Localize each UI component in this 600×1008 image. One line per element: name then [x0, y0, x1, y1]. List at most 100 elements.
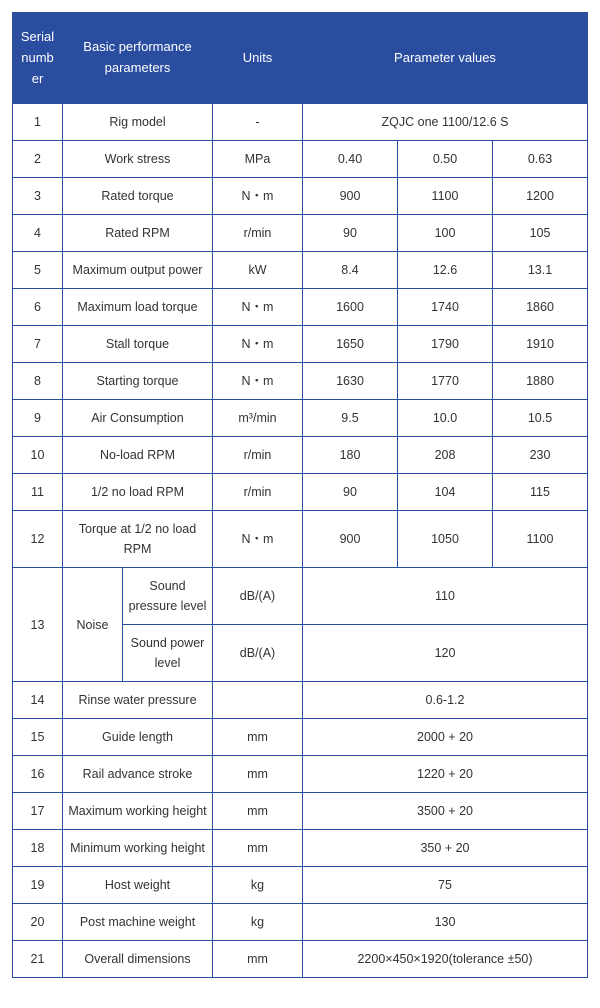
table-row: 3 Rated torque N・m 900 1100 1200 — [13, 178, 588, 215]
cell-value: ZQJC one 1100/12.6 S — [303, 104, 588, 141]
table-row: 20 Post machine weight kg 130 — [13, 904, 588, 941]
cell-units: MPa — [213, 141, 303, 178]
cell-param: No-load RPM — [63, 437, 213, 474]
cell-value: 0.63 — [493, 141, 588, 178]
cell-value: 1740 — [398, 289, 493, 326]
table-row: 21 Overall dimensions mm 2200×450×1920(t… — [13, 941, 588, 978]
table-row: 19 Host weight kg 75 — [13, 867, 588, 904]
header-row: Serial number Basic performance paramete… — [13, 13, 588, 104]
header-values: Parameter values — [303, 13, 588, 104]
cell-units: r/min — [213, 437, 303, 474]
cell-param: Maximum load torque — [63, 289, 213, 326]
cell-units: m³/min — [213, 400, 303, 437]
cell-value: 1100 — [398, 178, 493, 215]
cell-value: 1880 — [493, 363, 588, 400]
table-row: 15 Guide length mm 2000 + 20 — [13, 719, 588, 756]
header-param: Basic performance parameters — [63, 13, 213, 104]
cell-value: 1050 — [398, 511, 493, 568]
cell-units — [213, 682, 303, 719]
cell-value: 110 — [303, 568, 588, 625]
cell-serial: 13 — [13, 568, 63, 682]
cell-value: 0.50 — [398, 141, 493, 178]
cell-param: Rig model — [63, 104, 213, 141]
cell-units: N・m — [213, 178, 303, 215]
cell-value: 8.4 — [303, 252, 398, 289]
table-row: 14 Rinse water pressure 0.6-1.2 — [13, 682, 588, 719]
cell-units: mm — [213, 793, 303, 830]
cell-value: 10.0 — [398, 400, 493, 437]
cell-value: 115 — [493, 474, 588, 511]
cell-units: N・m — [213, 289, 303, 326]
cell-serial: 7 — [13, 326, 63, 363]
cell-serial: 18 — [13, 830, 63, 867]
table-row: 13 Noise Sound pressure level dB/(A) 110 — [13, 568, 588, 625]
cell-param: Maximum output power — [63, 252, 213, 289]
cell-value: 1220 + 20 — [303, 756, 588, 793]
cell-units: N・m — [213, 511, 303, 568]
cell-units: N・m — [213, 363, 303, 400]
cell-value: 3500 + 20 — [303, 793, 588, 830]
table-row: 2 Work stress MPa 0.40 0.50 0.63 — [13, 141, 588, 178]
cell-serial: 3 — [13, 178, 63, 215]
cell-value: 1600 — [303, 289, 398, 326]
cell-units: mm — [213, 941, 303, 978]
cell-serial: 20 — [13, 904, 63, 941]
cell-param: Rated torque — [63, 178, 213, 215]
cell-serial: 19 — [13, 867, 63, 904]
cell-serial: 4 — [13, 215, 63, 252]
table-row: 8 Starting torque N・m 1630 1770 1880 — [13, 363, 588, 400]
cell-value: 100 — [398, 215, 493, 252]
table-row: 11 1/2 no load RPM r/min 90 104 115 — [13, 474, 588, 511]
cell-value: 130 — [303, 904, 588, 941]
cell-serial: 15 — [13, 719, 63, 756]
cell-value: 1860 — [493, 289, 588, 326]
cell-serial: 11 — [13, 474, 63, 511]
cell-value: 10.5 — [493, 400, 588, 437]
cell-param: Rinse water pressure — [63, 682, 213, 719]
cell-serial: 6 — [13, 289, 63, 326]
cell-value: 1100 — [493, 511, 588, 568]
cell-serial: 16 — [13, 756, 63, 793]
cell-units: mm — [213, 830, 303, 867]
cell-param: Air Consumption — [63, 400, 213, 437]
cell-units: - — [213, 104, 303, 141]
cell-value: 12.6 — [398, 252, 493, 289]
table-row: 17 Maximum working height mm 3500 + 20 — [13, 793, 588, 830]
cell-units: kg — [213, 867, 303, 904]
cell-serial: 9 — [13, 400, 63, 437]
cell-param: Work stress — [63, 141, 213, 178]
cell-units: dB/(A) — [213, 625, 303, 682]
cell-param: Minimum working height — [63, 830, 213, 867]
cell-units: dB/(A) — [213, 568, 303, 625]
cell-value: 1630 — [303, 363, 398, 400]
cell-serial: 8 — [13, 363, 63, 400]
cell-value: 104 — [398, 474, 493, 511]
cell-value: 0.6-1.2 — [303, 682, 588, 719]
cell-subparam: Sound pressure level — [123, 568, 213, 625]
header-serial: Serial number — [13, 13, 63, 104]
cell-param: Guide length — [63, 719, 213, 756]
cell-value: 90 — [303, 215, 398, 252]
cell-param: Rated RPM — [63, 215, 213, 252]
cell-value: 1910 — [493, 326, 588, 363]
cell-value: 75 — [303, 867, 588, 904]
cell-value: 105 — [493, 215, 588, 252]
cell-serial: 17 — [13, 793, 63, 830]
cell-serial: 2 — [13, 141, 63, 178]
cell-value: 230 — [493, 437, 588, 474]
header-units: Units — [213, 13, 303, 104]
cell-serial: 14 — [13, 682, 63, 719]
table-row: 16 Rail advance stroke mm 1220 + 20 — [13, 756, 588, 793]
table-row: 4 Rated RPM r/min 90 100 105 — [13, 215, 588, 252]
cell-value: 350 + 20 — [303, 830, 588, 867]
spec-table: Serial number Basic performance paramete… — [12, 12, 588, 978]
table-row: 10 No-load RPM r/min 180 208 230 — [13, 437, 588, 474]
cell-value: 900 — [303, 178, 398, 215]
cell-serial: 10 — [13, 437, 63, 474]
cell-param: Torque at 1/2 no load RPM — [63, 511, 213, 568]
cell-param: 1/2 no load RPM — [63, 474, 213, 511]
cell-serial: 1 — [13, 104, 63, 141]
table-row: 18 Minimum working height mm 350 + 20 — [13, 830, 588, 867]
cell-serial: 21 — [13, 941, 63, 978]
cell-param: Starting torque — [63, 363, 213, 400]
